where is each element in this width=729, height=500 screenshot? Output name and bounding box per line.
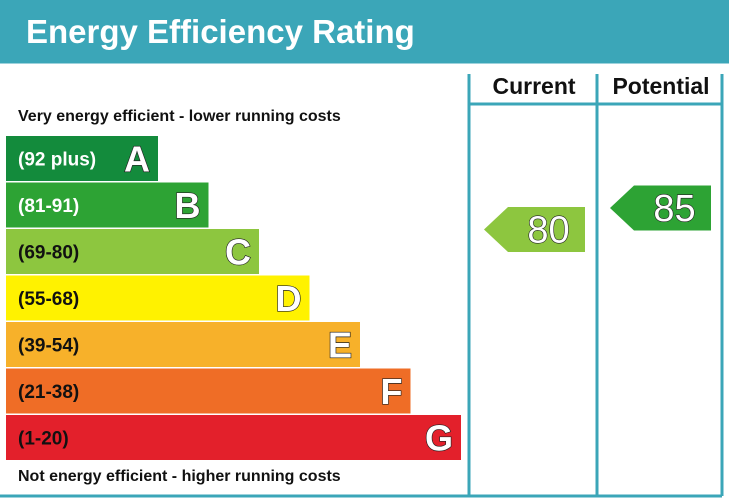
band-bar-f <box>6 368 411 414</box>
band-bar-d <box>6 275 310 321</box>
band-range-g: (1-20) <box>18 429 69 450</box>
band-letter-g: G <box>425 418 453 459</box>
band-letter-e: E <box>328 325 352 366</box>
current-score-value: 80 <box>527 210 569 252</box>
current-column-header: Current <box>492 73 575 99</box>
rating-bands: (92 plus) A (81-91) B (69-80) C (55-68) D (39-54… <box>6 136 461 460</box>
top-caption: Very energy efficient - lower running co… <box>18 108 341 125</box>
chart-title: Energy Efficiency Rating <box>26 13 415 50</box>
band-letter-f: F <box>381 371 403 412</box>
bottom-caption: Not energy efficient - higher running co… <box>18 468 341 485</box>
current-score-arrow <box>484 207 585 252</box>
band-letter-a: A <box>124 139 150 180</box>
header-banner <box>0 0 729 62</box>
band-letter-b: B <box>175 185 201 226</box>
band-bar-g <box>6 415 461 460</box>
band-range-b: (81-91) <box>18 196 79 217</box>
band-letter-c: C <box>225 232 251 273</box>
potential-score-arrow <box>610 185 711 231</box>
band-range-a: (92 plus) <box>18 150 96 171</box>
band-bar-b <box>6 182 209 228</box>
band-bar-a <box>6 136 158 181</box>
band-letter-d: D <box>276 278 302 319</box>
rating-scores: 80 85 <box>484 185 711 252</box>
rating-table-frame <box>0 60 729 498</box>
band-range-e: (39-54) <box>18 336 79 357</box>
band-range-c: (69-80) <box>18 243 79 264</box>
potential-score-value: 85 <box>653 188 695 230</box>
potential-column-header: Potential <box>612 73 709 99</box>
band-bar-e <box>6 322 360 367</box>
band-range-f: (21-38) <box>18 382 79 403</box>
band-bar-c <box>6 229 259 274</box>
band-range-d: (55-68) <box>18 289 79 310</box>
